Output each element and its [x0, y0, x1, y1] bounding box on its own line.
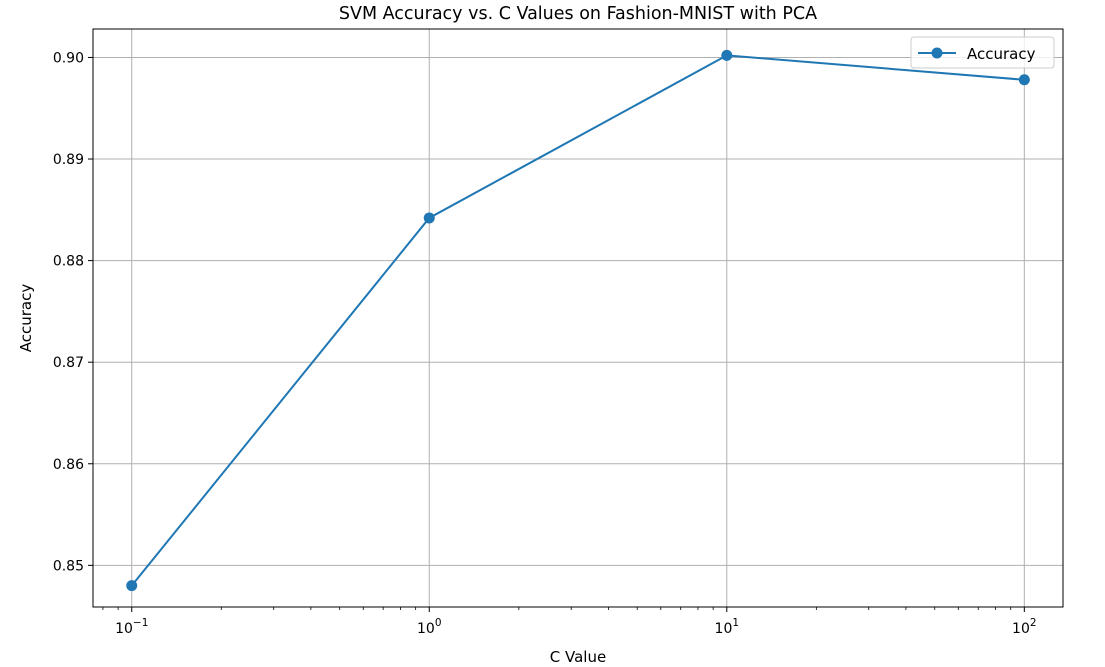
y-tick-label: 0.90: [53, 50, 84, 66]
data-point-accuracy: [126, 580, 138, 592]
series-line-accuracy: [130, 54, 1025, 587]
chart-title: SVM Accuracy vs. C Values on Fashion-MNI…: [339, 4, 817, 24]
x-tick-label: 100: [417, 617, 442, 637]
axis-ticks: 0.85 0.86 0.87 0.88 0.89 0.90 10−1 100 101 102: [53, 50, 1037, 637]
y-axis-label: Accuracy: [17, 284, 35, 353]
legend-frame: [910, 36, 1055, 69]
y-tick-label: 0.87: [53, 355, 84, 371]
x-tick-label: 101: [715, 617, 740, 637]
x-tick-label: 102: [1012, 617, 1037, 637]
y-tick-label: 0.86: [53, 457, 84, 473]
data-point-accuracy: [1018, 74, 1030, 86]
series-layer: [126, 49, 1030, 592]
plot-area-frame: [92, 28, 1064, 608]
grid-lines: [93, 29, 1063, 607]
y-tick-label: 0.88: [53, 254, 84, 270]
data-point-accuracy: [423, 212, 435, 224]
data-point-accuracy: [721, 49, 733, 61]
legend-marker-swatch: [931, 47, 943, 59]
y-tick-label: 0.89: [53, 152, 84, 168]
x-tick-label: 10−1: [115, 617, 148, 637]
legend-label-accuracy: Accuracy: [967, 45, 1036, 63]
y-tick-label: 0.85: [53, 558, 84, 574]
x-axis-label: C Value: [550, 648, 606, 666]
legend: Accuracy: [910, 36, 1055, 69]
